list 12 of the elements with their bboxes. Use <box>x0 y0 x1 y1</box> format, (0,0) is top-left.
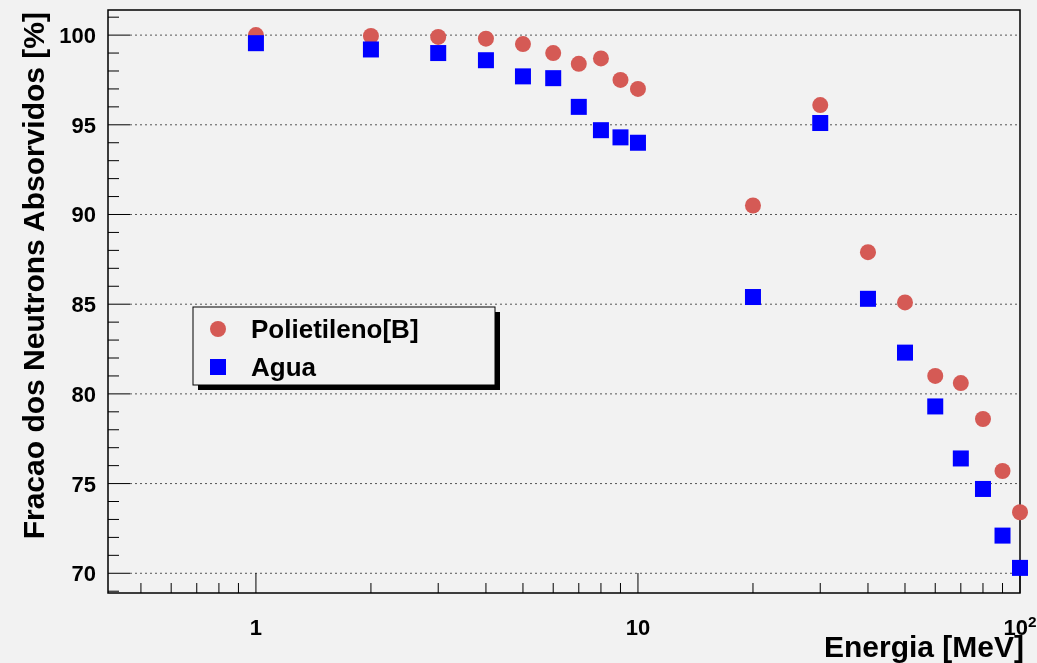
y-tick-label: 75 <box>71 471 96 497</box>
y-axis-title: Fracao dos Neutrons Absorvidos [%] <box>17 12 50 540</box>
y-tick-label: 100 <box>59 23 96 49</box>
legend-label: Agua <box>251 352 317 382</box>
y-tick-label: 80 <box>71 381 96 407</box>
x-tick-label: 10 <box>625 615 651 640</box>
y-tick-label: 95 <box>71 112 96 138</box>
y-tick-label: 85 <box>71 292 96 318</box>
y-tick-label: 90 <box>71 202 96 228</box>
x-tick-label: 1 <box>249 615 263 640</box>
y-tick-label: 70 <box>71 561 96 587</box>
legend-label: Polietileno[B] <box>251 314 419 344</box>
